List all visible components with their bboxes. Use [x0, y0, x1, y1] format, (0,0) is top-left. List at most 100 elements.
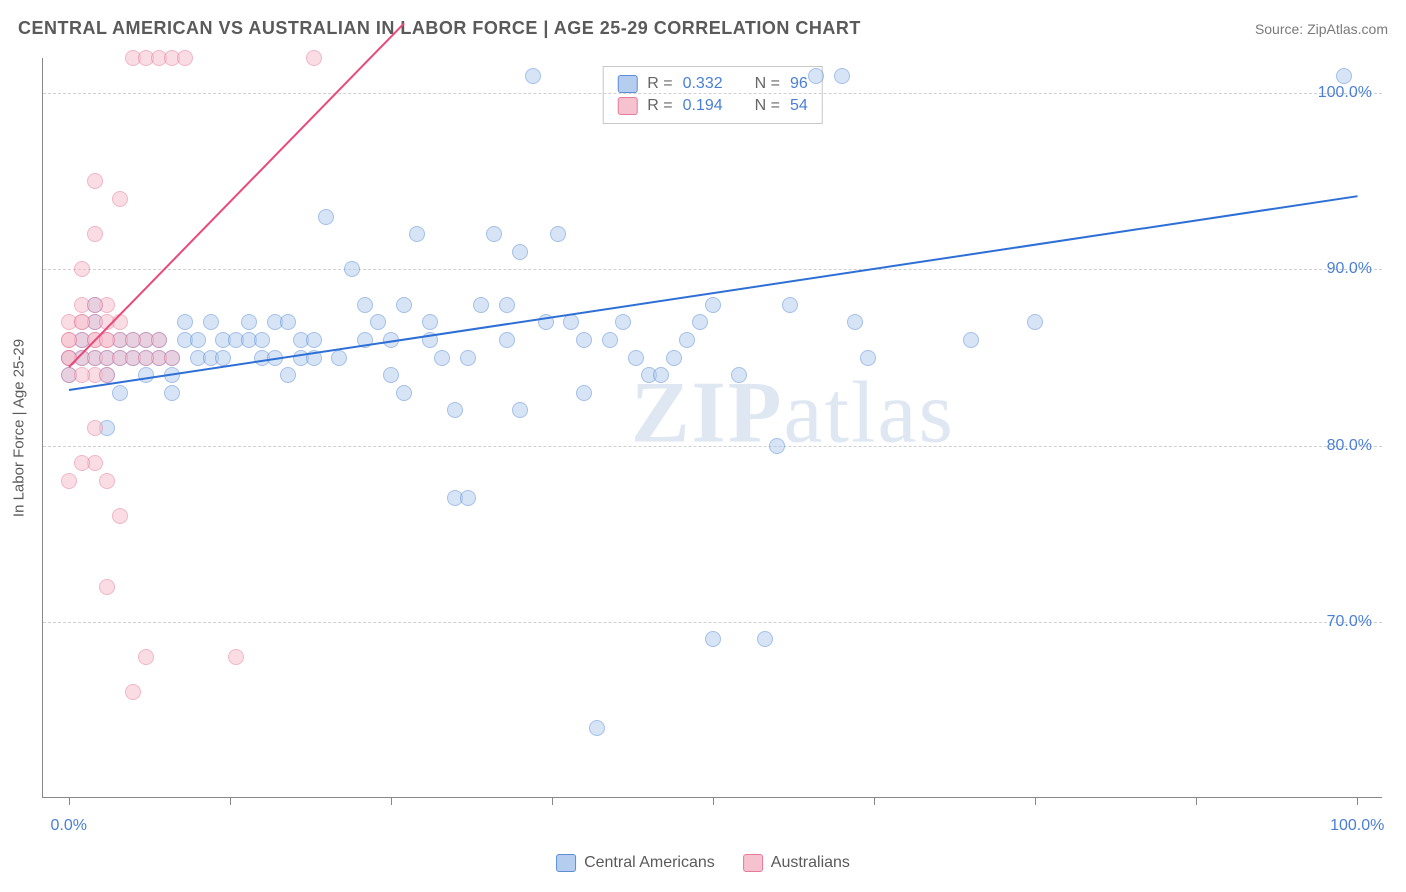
scatter-point [409, 226, 425, 242]
scatter-point [550, 226, 566, 242]
scatter-point [834, 68, 850, 84]
stats-r-label: R = [647, 97, 672, 115]
scatter-point [499, 332, 515, 348]
scatter-point [74, 261, 90, 277]
scatter-point [87, 420, 103, 436]
scatter-point [74, 314, 90, 330]
scatter-point [177, 50, 193, 66]
title-bar: CENTRAL AMERICAN VS AUSTRALIAN IN LABOR … [18, 18, 1388, 39]
scatter-point [125, 684, 141, 700]
watermark: ZIPatlas [631, 362, 955, 463]
source-credit: Source: ZipAtlas.com [1255, 21, 1388, 37]
scatter-point [99, 579, 115, 595]
scatter-point [653, 367, 669, 383]
source-label: Source: [1255, 21, 1307, 37]
scatter-point [576, 332, 592, 348]
scatter-point [74, 455, 90, 471]
stats-r-value: 0.194 [683, 97, 723, 115]
legend-swatch [743, 854, 763, 872]
scatter-point [679, 332, 695, 348]
scatter-point [61, 332, 77, 348]
scatter-point [177, 314, 193, 330]
scatter-point [318, 209, 334, 225]
scatter-point [280, 314, 296, 330]
x-tick [713, 797, 714, 805]
scatter-point [434, 350, 450, 366]
scatter-point [473, 297, 489, 313]
source-value: ZipAtlas.com [1307, 21, 1388, 37]
scatter-point [460, 350, 476, 366]
x-tick [69, 797, 70, 805]
plot-area: In Labor Force | Age 25-29 ZIPatlas R = … [42, 58, 1382, 798]
scatter-point [512, 402, 528, 418]
scatter-point [344, 261, 360, 277]
scatter-point [331, 350, 347, 366]
scatter-point [99, 473, 115, 489]
scatter-point [396, 297, 412, 313]
scatter-point [61, 473, 77, 489]
scatter-point [228, 649, 244, 665]
scatter-point [705, 297, 721, 313]
scatter-point [138, 367, 154, 383]
scatter-point [164, 350, 180, 366]
stats-row: R = 0.194 N = 54 [617, 95, 808, 117]
scatter-point [615, 314, 631, 330]
y-tick-label: 70.0% [1327, 613, 1372, 631]
bottom-legend: Central Americans Australians [556, 854, 850, 872]
scatter-point [576, 385, 592, 401]
scatter-point [203, 314, 219, 330]
scatter-point [112, 385, 128, 401]
scatter-point [705, 631, 721, 647]
scatter-point [190, 332, 206, 348]
scatter-point [422, 314, 438, 330]
y-axis-label: In Labor Force | Age 25-29 [11, 338, 28, 516]
gridline-h [43, 269, 1382, 270]
scatter-point [61, 350, 77, 366]
x-tick-label-right: 100.0% [1330, 817, 1384, 835]
stats-n-value: 54 [790, 97, 808, 115]
scatter-point [215, 350, 231, 366]
scatter-point [396, 385, 412, 401]
scatter-point [138, 649, 154, 665]
scatter-point [589, 720, 605, 736]
watermark-rest: atlas [784, 364, 955, 461]
scatter-point [460, 490, 476, 506]
legend-item: Central Americans [556, 854, 715, 872]
scatter-point [499, 297, 515, 313]
scatter-point [847, 314, 863, 330]
legend-label: Australians [771, 854, 850, 872]
scatter-point [125, 332, 141, 348]
scatter-point [692, 314, 708, 330]
scatter-point [782, 297, 798, 313]
x-tick [391, 797, 392, 805]
scatter-point [860, 350, 876, 366]
scatter-point [1027, 314, 1043, 330]
scatter-point [602, 332, 618, 348]
scatter-point [87, 173, 103, 189]
stats-n-value: 96 [790, 75, 808, 93]
gridline-h [43, 93, 1382, 94]
scatter-point [666, 350, 682, 366]
x-tick [874, 797, 875, 805]
scatter-point [164, 385, 180, 401]
scatter-point [138, 350, 154, 366]
scatter-point [1336, 68, 1352, 84]
x-tick [1357, 797, 1358, 805]
scatter-point [447, 402, 463, 418]
scatter-point [151, 332, 167, 348]
scatter-point [769, 438, 785, 454]
y-tick-label: 80.0% [1327, 437, 1372, 455]
legend-swatch [556, 854, 576, 872]
x-tick-label-left: 0.0% [51, 817, 87, 835]
scatter-point [963, 332, 979, 348]
x-tick [1196, 797, 1197, 805]
stats-r-value: 0.332 [683, 75, 723, 93]
stats-row: R = 0.332N = 96 [617, 73, 808, 95]
x-tick [230, 797, 231, 805]
scatter-point [241, 314, 257, 330]
scatter-point [74, 367, 90, 383]
scatter-point [757, 631, 773, 647]
scatter-point [486, 226, 502, 242]
stats-n-label: N = [755, 97, 780, 115]
gridline-h [43, 622, 1382, 623]
